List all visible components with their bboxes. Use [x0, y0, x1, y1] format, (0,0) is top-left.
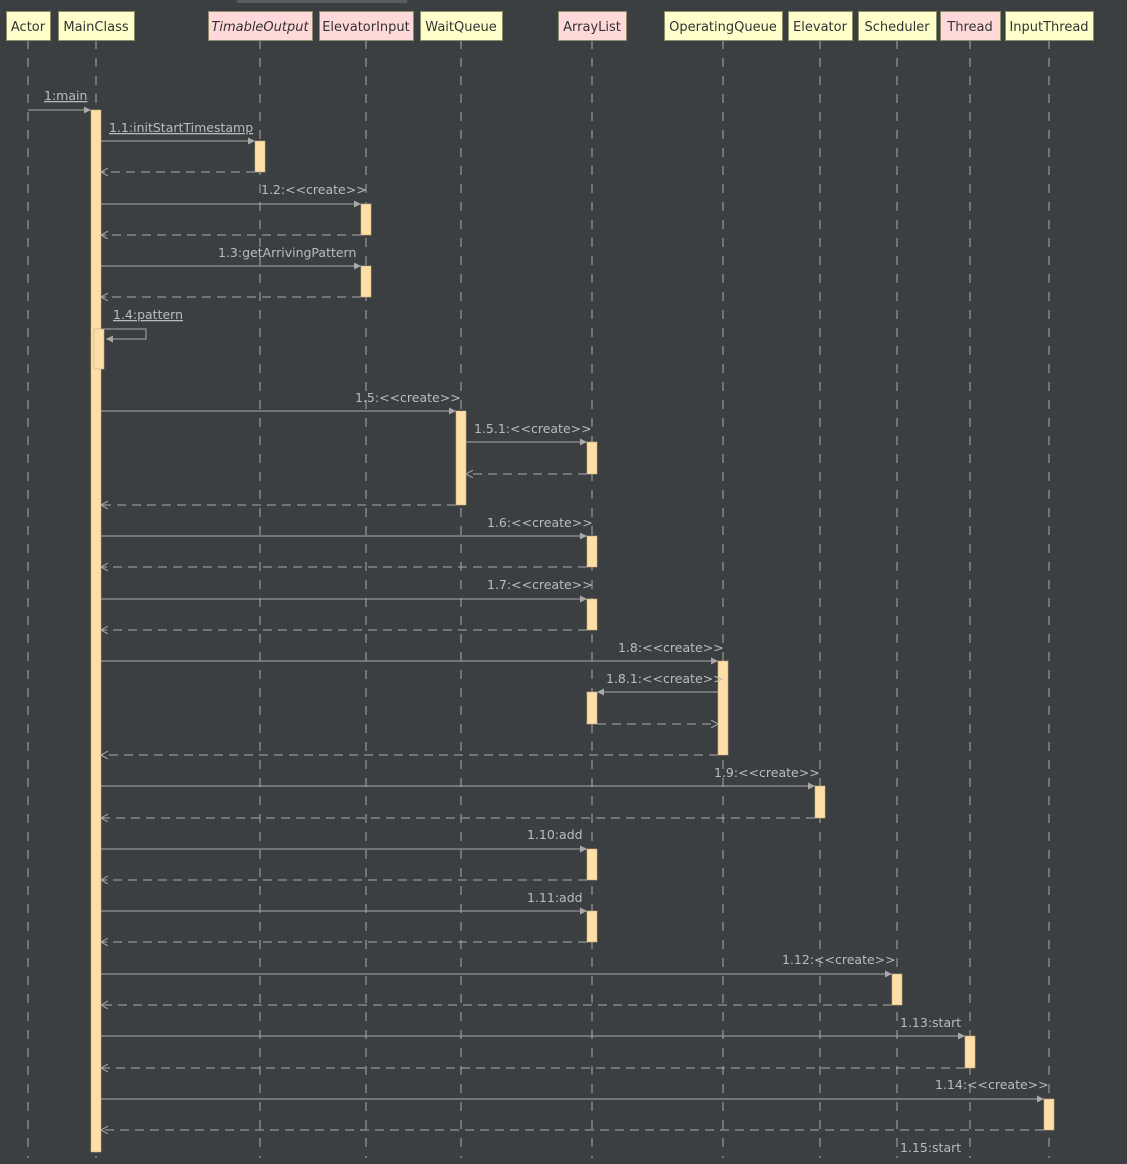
- message-1[interactable]: 1:main: [28, 88, 91, 114]
- participant-label: MainClass: [63, 20, 128, 35]
- message-10[interactable]: 1.8:<<create>>: [101, 640, 724, 755]
- participant-thread[interactable]: Thread: [940, 11, 1001, 41]
- message-label: 1.8.1:<<create>>: [606, 671, 724, 686]
- participant-label: ArrayList: [563, 20, 621, 35]
- message-2[interactable]: 1.1:initStartTimestamp: [101, 120, 255, 172]
- participant-box: [940, 11, 1001, 41]
- message-7[interactable]: 1.5.1:<<create>>: [466, 421, 592, 474]
- activation-thread: [964, 1035, 976, 1069]
- message-13[interactable]: 1.10:add: [101, 827, 587, 880]
- message-11[interactable]: 1.8.1:<<create>>: [597, 671, 724, 724]
- message-14[interactable]: 1.11:add: [101, 890, 587, 942]
- message-label: 1.14:<<create>>: [935, 1077, 1049, 1092]
- message-label: 1.3:getArrivingPattern: [218, 245, 356, 260]
- participant-ithread[interactable]: InputThread: [1005, 11, 1094, 41]
- activation-sched: [891, 973, 903, 1006]
- participant-box: [58, 11, 135, 41]
- activation-arrlist: [586, 441, 598, 475]
- participant-label: TimableOutput: [211, 20, 309, 35]
- participant-arrlist[interactable]: ArrayList: [558, 11, 627, 41]
- message-label: 1.2:<<create>>: [261, 182, 367, 197]
- participant-main[interactable]: MainClass: [58, 11, 135, 41]
- participant-box: [788, 11, 853, 41]
- message-3[interactable]: 1.2:<<create>>: [101, 182, 367, 235]
- participant-box: [858, 11, 937, 41]
- message-15[interactable]: 1.12:<<create>>: [101, 952, 896, 1005]
- participant-label: InputThread: [1009, 20, 1088, 35]
- message-label: 1.6:<<create>>: [487, 515, 593, 530]
- message-label: 1:main: [44, 88, 87, 103]
- participant-box: [420, 11, 503, 41]
- message-5[interactable]: 1.4:pattern: [102, 307, 183, 343]
- activation-waitq: [455, 410, 467, 506]
- participant-box: [208, 11, 313, 41]
- self-call-arrow: [102, 328, 147, 343]
- message-8[interactable]: 1.6:<<create>>: [101, 515, 593, 567]
- participant-opq[interactable]: OperatingQueue: [664, 11, 783, 41]
- message-label: 1.7:<<create>>: [487, 577, 593, 592]
- message-label: 1.12:<<create>>: [782, 952, 896, 967]
- participant-waitq[interactable]: WaitQueue: [420, 11, 503, 41]
- message-18[interactable]: 1.15:start: [900, 1140, 961, 1155]
- participant-box: [558, 11, 627, 41]
- participant-einput[interactable]: ElevatorInput: [319, 11, 414, 41]
- activation-arrlist: [586, 535, 598, 568]
- activation-main: [90, 109, 102, 1153]
- participant-label: OperatingQueue: [669, 20, 777, 35]
- message-label: 1.11:add: [527, 890, 583, 905]
- participant-label: WaitQueue: [425, 20, 496, 35]
- participant-box: [6, 11, 51, 41]
- participant-sched[interactable]: Scheduler: [858, 11, 937, 41]
- message-12[interactable]: 1.9:<<create>>: [101, 765, 820, 818]
- message-label: 1.5:<<create>>: [355, 390, 461, 405]
- activation-arrlist: [586, 910, 598, 943]
- participant-box: [319, 11, 414, 41]
- participant-box: [664, 11, 783, 41]
- participant-label: Elevator: [793, 20, 848, 35]
- participant-actor[interactable]: Actor: [6, 11, 51, 41]
- participant-label: Thread: [946, 20, 992, 35]
- message-label: 1.15:start: [900, 1140, 961, 1155]
- message-16[interactable]: 1.13:start: [101, 1015, 965, 1068]
- participant-box: [1005, 11, 1094, 41]
- message-9[interactable]: 1.7:<<create>>: [101, 577, 593, 630]
- participant-label: Actor: [11, 20, 46, 35]
- activation-einput: [360, 265, 372, 298]
- message-label: 1.5.1:<<create>>: [474, 421, 592, 436]
- message-4[interactable]: 1.3:getArrivingPattern: [101, 245, 361, 297]
- message-label: 1.10:add: [527, 827, 583, 842]
- participant-elevator[interactable]: Elevator: [788, 11, 853, 41]
- message-label: 1.1:initStartTimestamp: [109, 120, 253, 135]
- message-6[interactable]: 1.5:<<create>>: [101, 390, 461, 505]
- participant-timable[interactable]: TimableOutput: [208, 11, 313, 41]
- activation-main-self: [93, 328, 105, 370]
- activation-elevator: [814, 785, 826, 819]
- activation-einput: [360, 203, 372, 236]
- activation-arrlist: [586, 691, 598, 725]
- activation-opq: [717, 660, 729, 756]
- message-label: 1.9:<<create>>: [714, 765, 820, 780]
- message-label: 1.8:<<create>>: [618, 640, 724, 655]
- message-label: 1.13:start: [900, 1015, 961, 1030]
- participant-label: ElevatorInput: [322, 20, 410, 35]
- activation-timable: [254, 140, 266, 173]
- message-17[interactable]: 1.14:<<create>>: [101, 1077, 1049, 1130]
- participant-label: Scheduler: [864, 20, 930, 35]
- activation-arrlist: [586, 598, 598, 631]
- activation-arrlist: [586, 848, 598, 881]
- window-top-bar: [237, 0, 407, 3]
- activation-ithread: [1043, 1098, 1055, 1131]
- message-label: 1.4:pattern: [113, 307, 183, 322]
